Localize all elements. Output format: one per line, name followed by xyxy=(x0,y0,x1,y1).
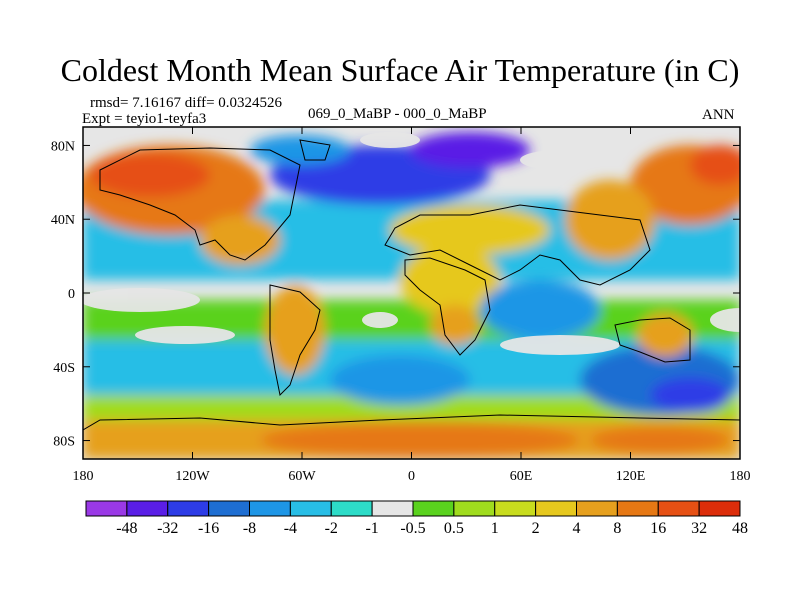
colorbar-swatch xyxy=(167,500,210,517)
x-tick-label: 120W xyxy=(175,469,210,484)
x-tick-label: 0 xyxy=(408,469,415,484)
colorbar-label: -1 xyxy=(365,520,378,537)
coastlines xyxy=(83,139,740,459)
colorbar-label: 32 xyxy=(691,520,707,537)
colorbar-swatch xyxy=(330,500,373,517)
colorbar-label: -2 xyxy=(325,520,338,537)
plot-title: Coldest Month Mean Surface Air Temperatu… xyxy=(60,52,740,88)
rmsd-diff-label: rmsd= 7.16167 diff= 0.0324526 xyxy=(90,95,283,111)
season-label: ANN xyxy=(702,107,735,123)
y-tick-label: 80N xyxy=(51,139,75,154)
y-tick-label: 80S xyxy=(53,435,75,450)
colorbar-label: 48 xyxy=(732,520,748,537)
colorbar-swatch xyxy=(535,500,577,517)
colorbar-swatch xyxy=(412,500,455,517)
colorbar-swatch xyxy=(453,500,496,517)
colorbar-label: -8 xyxy=(243,520,256,537)
x-tick-label: 180 xyxy=(730,469,751,484)
colorbar-label: 4 xyxy=(573,520,581,537)
colorbar-label: -32 xyxy=(157,520,178,537)
colorbar-label: 1 xyxy=(491,520,499,537)
colorbar-swatch xyxy=(494,500,537,517)
y-tick-label: 0 xyxy=(68,287,75,302)
colorbar-swatch xyxy=(576,500,618,517)
temperature-field xyxy=(83,132,740,459)
x-tick-label: 60E xyxy=(510,469,533,484)
map-panel xyxy=(82,126,741,460)
colorbar-swatch xyxy=(85,500,128,517)
x-tick-label: 60W xyxy=(288,469,316,484)
colorbar-label: 16 xyxy=(650,520,666,537)
colorbar-swatch xyxy=(126,500,169,517)
colorbar-swatch xyxy=(289,500,332,517)
colorbar-swatch xyxy=(657,500,700,517)
colorbar-label: -16 xyxy=(198,520,219,537)
colorbar-label: -4 xyxy=(284,520,297,537)
colorbar-swatch xyxy=(698,500,741,517)
colorbar-label: 0.5 xyxy=(444,520,464,537)
experiment-label: Expt = teyio1-teyfa3 xyxy=(82,111,207,127)
period-difference-label: 069_0_MaBP - 000_0_MaBP xyxy=(308,106,487,122)
colorbar-label: 8 xyxy=(613,520,621,537)
colorbar-swatch xyxy=(371,500,414,517)
colorbar-label: -0.5 xyxy=(400,520,425,537)
y-tick-label: 40S xyxy=(53,361,75,376)
x-tick-label: 180 xyxy=(73,469,94,484)
colorbar-label: 2 xyxy=(532,520,540,537)
colorbar: -48 -32 -16 -8 -4 -2 -1 -0.5 0.5 1 2 4 8 16 32 48 xyxy=(85,500,748,537)
x-tick-label: 120E xyxy=(616,469,646,484)
colorbar-swatch xyxy=(249,500,291,517)
colorbar-swatch xyxy=(208,500,250,517)
colorbar-label: -48 xyxy=(116,520,137,537)
colorbar-swatch xyxy=(616,500,659,517)
latitude-axis: 80N 40N 0 40S 80S xyxy=(51,139,740,450)
y-tick-label: 40N xyxy=(51,213,75,228)
longitude-axis: 180 120W 60W 0 60E 120E 180 xyxy=(73,127,751,484)
